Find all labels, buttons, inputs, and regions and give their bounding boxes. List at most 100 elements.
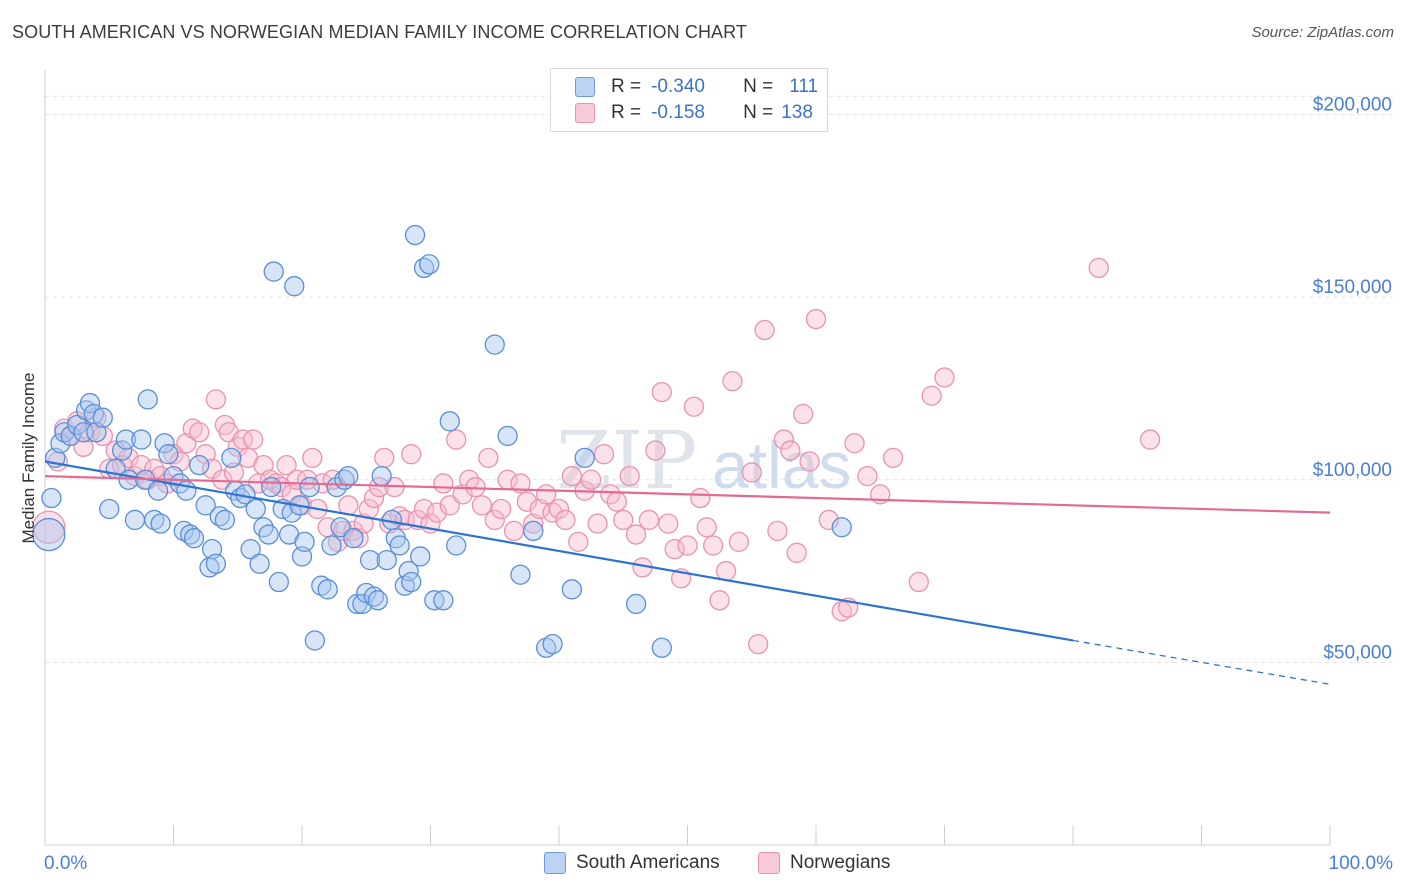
south-americans-point xyxy=(299,476,320,498)
norwegians-point xyxy=(401,444,422,465)
norwegians-point xyxy=(818,509,839,531)
south-americans-point xyxy=(137,389,158,410)
norwegians-point xyxy=(748,633,769,655)
south-americans-point xyxy=(304,630,326,651)
x-tick-label: 100.0% xyxy=(1329,853,1394,874)
norwegians-point xyxy=(548,498,570,520)
south-americans-point xyxy=(79,392,101,414)
south-americans-point xyxy=(50,433,71,454)
south-americans-point xyxy=(561,579,582,600)
norwegians-point xyxy=(568,531,589,553)
tick-labels: $50,000 $100,000 $150,000 $200,000 0.0% 100.0… xyxy=(19,95,1393,874)
norwegians-point xyxy=(1139,429,1161,450)
south-americans-point xyxy=(376,549,397,571)
norwegians-point xyxy=(471,495,493,516)
norwegians-point xyxy=(606,491,627,512)
south-americans-point xyxy=(389,535,410,556)
south-americans-point xyxy=(131,429,152,450)
south-americans-point xyxy=(124,509,146,531)
norwegians-point xyxy=(593,444,615,465)
south-americans-point xyxy=(401,571,422,593)
legend-label: South Americans xyxy=(576,852,720,873)
south-americans-point xyxy=(294,531,315,553)
correlation-legend: R = -0.340 N = 111 R = -0.158 N = 138 xyxy=(550,68,828,132)
south-americans-point xyxy=(195,495,216,516)
south-americans-point xyxy=(263,261,284,282)
south-americans-point xyxy=(180,524,201,545)
south-americans-point xyxy=(245,498,266,520)
south-americans-point xyxy=(268,571,290,593)
south-americans-point xyxy=(150,513,171,534)
norwegians-point xyxy=(908,571,929,593)
norwegians-trend-line xyxy=(44,475,1331,514)
south-americans-point xyxy=(311,575,332,596)
norwegians-point xyxy=(446,429,467,450)
south-americans-point xyxy=(240,539,261,560)
legend-swatch-pink xyxy=(575,103,595,123)
legend-r-label: R = xyxy=(611,76,642,97)
norwegians-point xyxy=(374,447,395,468)
legend-swatch-blue xyxy=(544,852,566,874)
south-americans-point xyxy=(363,586,385,607)
south-americans-point xyxy=(281,502,302,523)
south-americans-point xyxy=(404,224,426,246)
norwegians-point xyxy=(439,495,460,516)
y-tick-label: $150,000 xyxy=(1313,277,1392,298)
south-americans-point xyxy=(173,520,194,542)
south-americans-point xyxy=(249,553,270,574)
norwegians-point xyxy=(92,425,113,447)
norwegians-point xyxy=(857,465,878,487)
south-americans-point xyxy=(338,465,359,487)
norwegians-point xyxy=(182,418,203,439)
legend-r-value: -0.340 xyxy=(651,76,705,97)
norwegians-point xyxy=(664,539,685,560)
norwegians-point xyxy=(516,491,538,512)
norwegians-point xyxy=(690,487,711,509)
norwegians-point xyxy=(677,535,698,556)
norwegians-point xyxy=(773,429,795,450)
norwegians-point xyxy=(921,385,942,406)
south-americans-point xyxy=(284,276,305,297)
south-americans-point xyxy=(523,520,544,542)
legend-row-south-americans: R = -0.340 N = 111 xyxy=(575,75,818,99)
norwegians-point xyxy=(786,542,807,563)
norwegians-point xyxy=(754,319,775,341)
legend-n-label: N = xyxy=(743,102,774,123)
legend-r-label: R = xyxy=(611,102,642,123)
norwegians-point xyxy=(799,451,820,472)
norwegians-point xyxy=(542,502,563,523)
norwegians-point xyxy=(722,370,743,392)
watermark: ZIP atlas xyxy=(556,414,851,507)
south-americans-point xyxy=(343,528,364,549)
y-tick-label: $50,000 xyxy=(1323,642,1392,663)
trend-lines xyxy=(44,460,1331,685)
norwegians-point xyxy=(276,455,297,476)
norwegians-point xyxy=(433,473,454,494)
norwegians-point xyxy=(934,367,955,388)
south-americans-point xyxy=(419,254,440,275)
norwegians-point xyxy=(205,389,227,410)
norwegians-point xyxy=(645,440,666,461)
south-americans-point xyxy=(359,549,381,571)
norwegians-point xyxy=(555,509,576,531)
south-americans-point xyxy=(205,553,227,574)
legend-n-label: N = xyxy=(743,76,774,97)
norwegians-point xyxy=(491,498,512,520)
series-legend: South Americans Norwegians xyxy=(0,852,1406,878)
south-americans-point xyxy=(99,498,120,520)
south-americans-point xyxy=(510,564,531,585)
chart-title: SOUTH AMERICAN VS NORWEGIAN MEDIAN FAMIL… xyxy=(12,22,748,42)
norwegians-point xyxy=(189,422,210,443)
axes xyxy=(44,70,1331,846)
norwegians-point xyxy=(259,469,281,490)
legend-item-norwegians: Norwegians xyxy=(758,852,890,874)
norwegians-point xyxy=(638,509,660,531)
south-americans-point xyxy=(352,593,373,615)
norwegians-point xyxy=(484,509,505,531)
south-americans-point xyxy=(831,517,852,538)
south-americans-point xyxy=(625,593,647,615)
norwegians-point xyxy=(580,469,602,490)
south-americans-points xyxy=(32,224,852,658)
legend-r-value: -0.158 xyxy=(651,102,705,123)
y-tick-label: $100,000 xyxy=(1313,460,1392,481)
